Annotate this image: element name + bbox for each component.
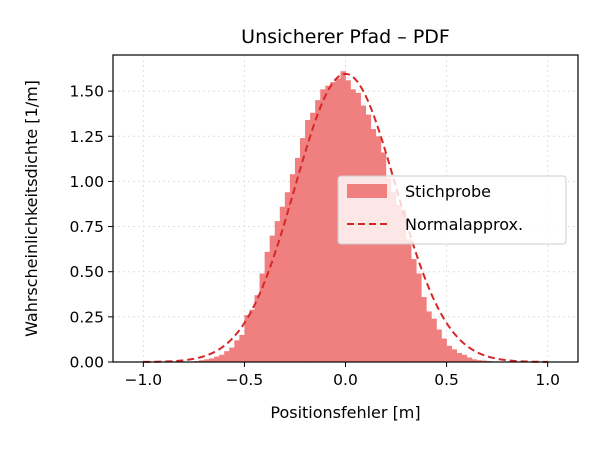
histogram-bar (390, 192, 397, 362)
x-tick-label: −0.5 (226, 371, 264, 389)
histogram-bar (441, 338, 447, 362)
histogram-bar (325, 85, 331, 362)
histogram-bar (294, 157, 301, 362)
y-axis-label: Wahrscheinlichkeitsdichte [1/m] (22, 80, 41, 337)
y-tick-label: 0.00 (69, 354, 104, 372)
histogram-bar (249, 309, 255, 362)
legend-box (337, 175, 567, 245)
histogram-bar (279, 206, 286, 362)
chart-title: Unsicherer Pfad – PDF (241, 26, 450, 48)
y-axis-ticks: 0.00 0.25 0.50 0.75 1.00 1.25 1.50 (69, 83, 113, 372)
legend-swatch-stichprobe (347, 184, 387, 198)
histogram-bar (426, 311, 432, 362)
histogram-bar (461, 354, 468, 362)
y-tick-label: 0.25 (69, 308, 104, 326)
legend: Stichprobe Normalapprox. (337, 175, 567, 245)
histogram-bar (239, 334, 245, 362)
histogram-bar (320, 89, 326, 362)
histogram-bar (289, 174, 296, 362)
histogram-bar (411, 259, 417, 362)
histogram-bar (274, 221, 281, 362)
histogram-bar (305, 120, 311, 362)
legend-label-normalapprox: Normalapprox. (405, 215, 523, 234)
x-axis-label: Positionsfehler [m] (270, 403, 420, 422)
histogram-bar (476, 360, 483, 362)
y-tick-label: 1.50 (69, 83, 104, 101)
histogram-bar (375, 136, 382, 362)
y-tick-label: 1.00 (69, 173, 104, 191)
histogram-bar (421, 296, 427, 362)
histogram-bar (310, 112, 316, 362)
x-axis-ticks: −1.0 −0.5 0.0 0.5 1.0 (125, 362, 560, 389)
histogram-bar (224, 351, 230, 362)
legend-label-stichprobe: Stichprobe (405, 182, 491, 201)
histogram-bar (446, 345, 452, 362)
histogram-bar (466, 357, 473, 362)
histogram-bar (198, 360, 205, 362)
histogram-bar (234, 340, 240, 362)
histogram-bar (481, 360, 488, 362)
histogram-bar (269, 235, 276, 362)
histogram-bar (330, 82, 336, 363)
histogram-bar (284, 192, 291, 362)
histogram-bar (456, 352, 463, 362)
histogram-bar (259, 273, 265, 362)
histogram-bar (406, 239, 412, 362)
histogram-bar (416, 273, 422, 362)
histogram-bar (370, 129, 377, 362)
histogram-bar (219, 354, 225, 362)
y-tick-label: 0.50 (69, 263, 104, 281)
y-tick-label: 1.25 (69, 128, 104, 146)
histogram-bar (436, 329, 442, 362)
histogram-bar (396, 204, 402, 362)
x-tick-label: 0.5 (434, 371, 459, 389)
histogram-bar (209, 358, 215, 362)
histogram-bar (380, 152, 387, 362)
histogram-bar (451, 349, 457, 362)
normal-approx-line (143, 72, 548, 363)
histogram-bar (385, 177, 392, 362)
x-tick-label: 1.0 (535, 371, 560, 389)
histogram-bar (229, 347, 235, 362)
histogram-bar (203, 359, 210, 362)
histogram-bar (431, 318, 437, 362)
histogram-bar (264, 251, 270, 362)
histogram-bar (300, 138, 306, 362)
x-tick-label: 0.0 (333, 371, 358, 389)
histogram-bar (401, 210, 407, 362)
histogram-bar (214, 356, 220, 362)
histogram-bar (244, 315, 250, 362)
histogram-bar (254, 295, 260, 362)
y-tick-label: 0.75 (69, 218, 104, 236)
histogram-bar (471, 359, 478, 362)
histogram-bar (315, 100, 321, 362)
x-tick-label: −1.0 (125, 371, 163, 389)
